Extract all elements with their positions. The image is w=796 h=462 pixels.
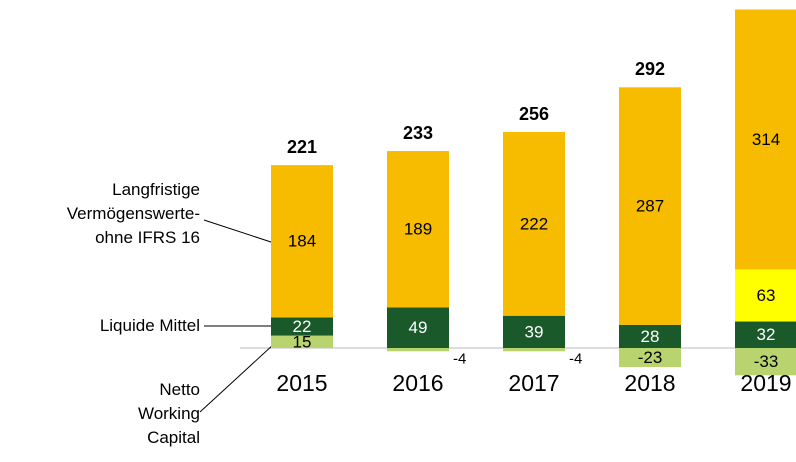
bar-segment xyxy=(271,165,333,318)
x-tick-label: 2019 xyxy=(740,370,791,396)
legend-label: Netto Working Capital xyxy=(137,380,200,447)
x-tick-label: 2016 xyxy=(392,370,443,396)
bar-segment xyxy=(619,348,681,368)
bar-segment xyxy=(735,348,796,376)
bar-segment xyxy=(503,315,565,348)
total-label: 377 xyxy=(751,0,781,1)
total-label: 292 xyxy=(635,59,665,79)
bar-segment xyxy=(619,87,681,325)
bar-segment xyxy=(271,317,333,336)
value-label: 39 xyxy=(525,322,544,341)
value-label: 184 xyxy=(288,232,316,251)
leader-line xyxy=(203,219,275,244)
value-label: 49 xyxy=(409,318,428,337)
value-label: -4 xyxy=(569,350,582,367)
value-label: 222 xyxy=(520,214,548,233)
value-label: 189 xyxy=(404,220,432,239)
value-label: 28 xyxy=(641,327,660,346)
legend-label: Liquide Mittel xyxy=(99,316,200,335)
leader-line xyxy=(199,343,275,413)
value-label: -4 xyxy=(453,350,466,367)
bar-segment xyxy=(387,348,449,352)
bar-segment xyxy=(271,335,333,348)
value-label: 15 xyxy=(293,332,312,351)
value-label: 32 xyxy=(757,325,776,344)
bar-segment xyxy=(735,321,796,348)
x-tick-label: 2017 xyxy=(508,370,559,396)
total-label: 256 xyxy=(519,104,549,124)
bar-segment xyxy=(387,307,449,348)
total-label: 233 xyxy=(403,123,433,143)
bar-segment xyxy=(503,348,565,352)
bar-segment xyxy=(735,269,796,322)
total-label: 221 xyxy=(287,137,317,157)
x-tick-label: 2015 xyxy=(276,370,327,396)
value-label: 287 xyxy=(636,197,664,216)
value-label: -23 xyxy=(638,348,663,367)
value-label: -33 xyxy=(754,352,779,371)
value-label: 63 xyxy=(757,286,776,305)
value-label: 314 xyxy=(752,130,780,149)
bar-segment xyxy=(735,9,796,270)
bar-segment xyxy=(503,132,565,316)
bar-segment xyxy=(387,151,449,308)
x-tick-label: 2018 xyxy=(624,370,675,396)
legend-label: Langfristige Vermögenswerte- ohne IFRS 1… xyxy=(66,180,200,247)
bar-segment xyxy=(619,324,681,348)
value-label: 22 xyxy=(293,317,312,336)
